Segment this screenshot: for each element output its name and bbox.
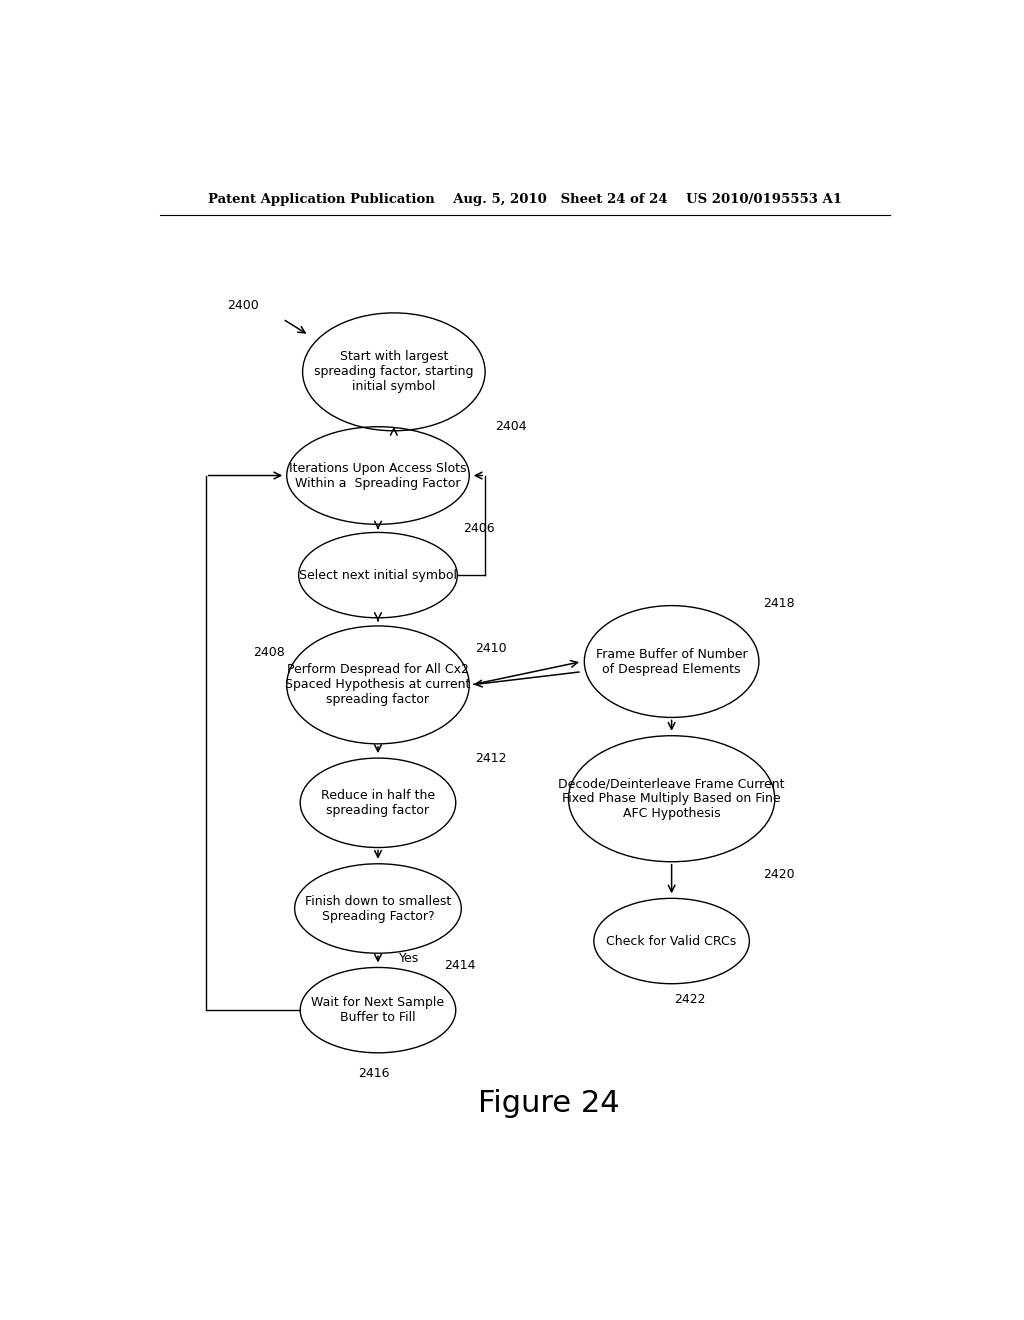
Text: 2418: 2418 [763, 597, 795, 610]
Text: Finish down to smallest
Spreading Factor?: Finish down to smallest Spreading Factor… [305, 895, 452, 923]
Text: Check for Valid CRCs: Check for Valid CRCs [606, 935, 736, 948]
Text: Patent Application Publication    Aug. 5, 2010   Sheet 24 of 24    US 2010/01955: Patent Application Publication Aug. 5, 2… [208, 193, 842, 206]
Text: 2404: 2404 [495, 420, 526, 433]
Text: Iterations Upon Access Slots
Within a  Spreading Factor: Iterations Upon Access Slots Within a Sp… [289, 462, 467, 490]
Text: 2412: 2412 [475, 751, 507, 764]
Text: Yes: Yes [399, 952, 420, 965]
Text: Select next initial symbol: Select next initial symbol [299, 569, 457, 582]
Text: 2410: 2410 [475, 642, 507, 655]
Text: 2416: 2416 [358, 1067, 390, 1080]
Text: 2400: 2400 [227, 300, 259, 313]
Text: Decode/Deinterleave Frame Current
Fixed Phase Multiply Based on Fine
AFC Hypothe: Decode/Deinterleave Frame Current Fixed … [558, 777, 784, 820]
Text: 2408: 2408 [253, 645, 285, 659]
Text: Figure 24: Figure 24 [478, 1089, 620, 1118]
Text: 2414: 2414 [443, 958, 475, 972]
Text: 2406: 2406 [463, 521, 495, 535]
Text: Reduce in half the
spreading factor: Reduce in half the spreading factor [321, 789, 435, 817]
Text: 2422: 2422 [674, 994, 706, 1006]
Text: Start with largest
spreading factor, starting
initial symbol: Start with largest spreading factor, sta… [314, 350, 474, 393]
Text: Perform Despread for All Cx2
Spaced Hypothesis at current
spreading factor: Perform Despread for All Cx2 Spaced Hypo… [286, 664, 471, 706]
Text: 2420: 2420 [763, 869, 795, 882]
Text: Wait for Next Sample
Buffer to Fill: Wait for Next Sample Buffer to Fill [311, 997, 444, 1024]
Text: Frame Buffer of Number
of Despread Elements: Frame Buffer of Number of Despread Eleme… [596, 648, 748, 676]
